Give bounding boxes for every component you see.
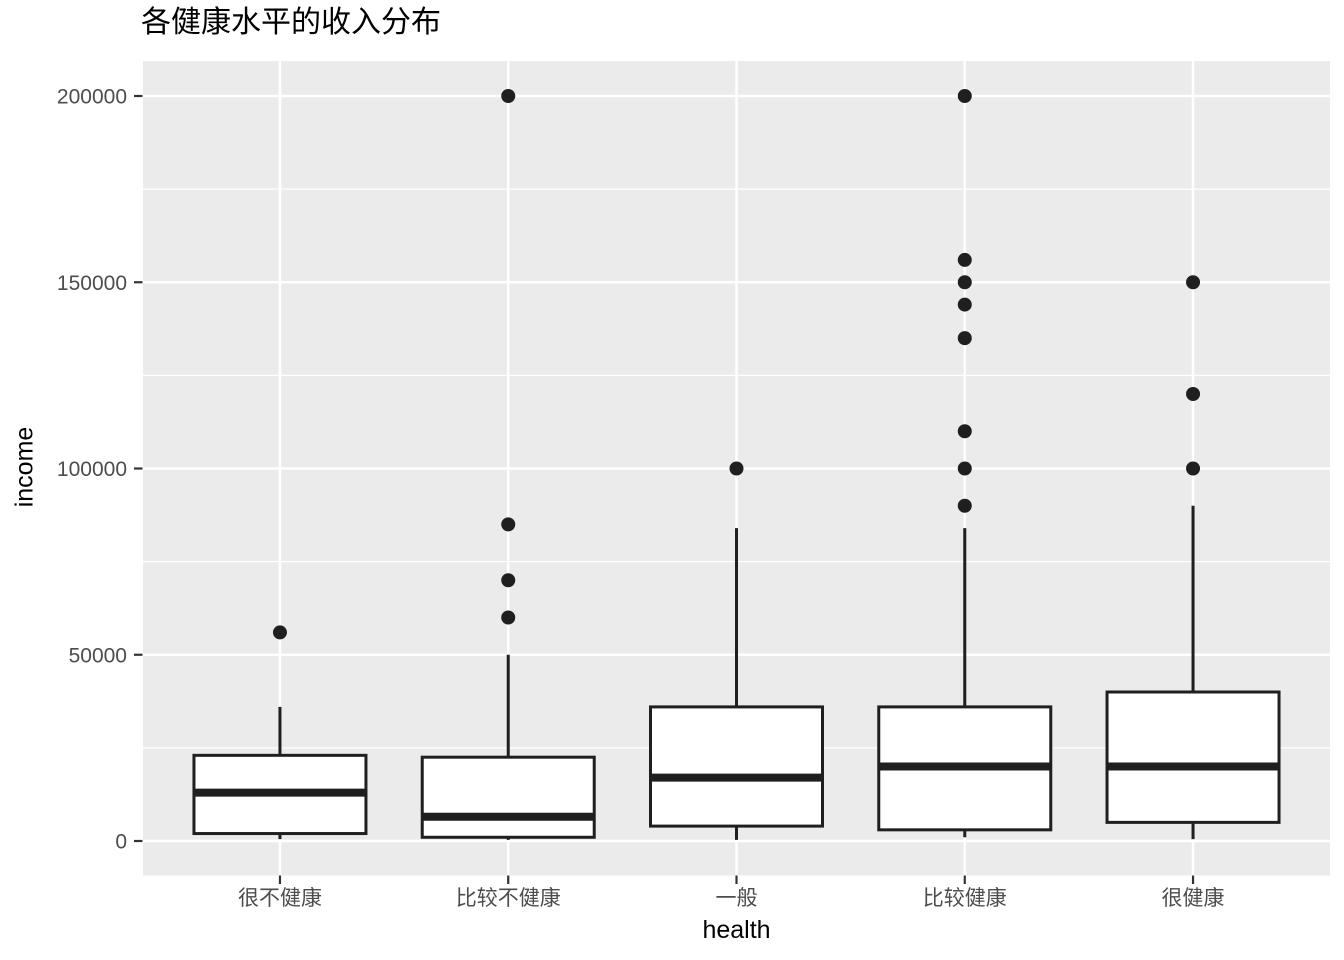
outlier-point	[957, 252, 972, 267]
outlier-point	[1186, 275, 1201, 290]
outlier-point	[501, 573, 516, 588]
outlier-point	[957, 461, 972, 476]
y-tick-label: 200000	[57, 86, 127, 109]
y-axis-title: income	[10, 426, 39, 508]
outlier-point	[957, 331, 972, 346]
outlier-point	[957, 297, 972, 312]
x-tick-label: 一般	[716, 887, 758, 910]
boxplot-box	[1105, 690, 1281, 824]
outlier-point	[272, 625, 287, 640]
outlier-point	[501, 517, 516, 532]
outlier-point	[501, 89, 516, 103]
boxplot-box	[649, 705, 824, 828]
chart-title: 各健康水平的收入分布	[141, 6, 441, 39]
x-tick-label: 比较健康	[923, 887, 1007, 910]
y-tick-label: 100000	[57, 458, 127, 481]
outlier-point	[1186, 461, 1201, 476]
y-tick-label: 50000	[69, 644, 127, 667]
x-tick-label: 很健康	[1162, 887, 1225, 910]
y-tick-label: 150000	[57, 272, 127, 295]
outlier-point	[1186, 387, 1201, 401]
y-tick-label: 0	[115, 831, 127, 854]
outlier-point	[729, 461, 744, 476]
x-tick-label: 很不健康	[238, 887, 322, 910]
x-tick-label: 比较不健康	[456, 887, 561, 910]
x-axis-title: health	[702, 916, 771, 944]
boxplot-box	[420, 755, 596, 839]
outlier-point	[957, 424, 972, 439]
outlier-point	[957, 89, 972, 103]
outlier-point	[501, 610, 516, 625]
outlier-point	[957, 275, 972, 290]
outlier-point	[957, 498, 972, 513]
